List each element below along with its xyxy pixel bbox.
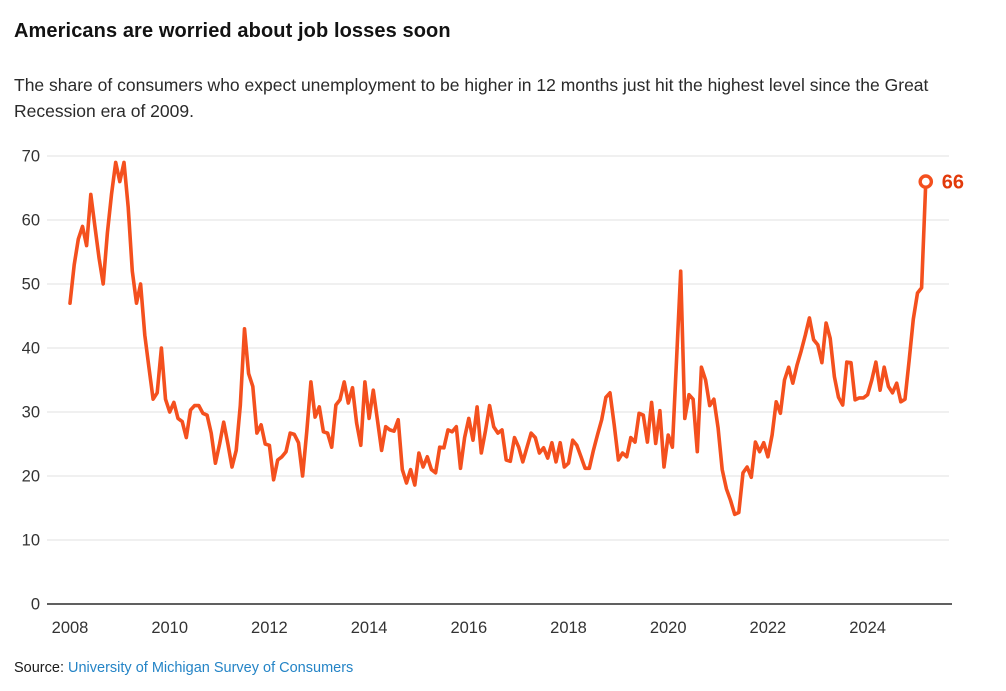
end-value-label: 66	[942, 172, 964, 194]
x-tick-label: 2012	[251, 619, 288, 637]
y-tick-label: 20	[22, 468, 40, 486]
x-tick-label: 2010	[151, 619, 188, 637]
unemployment-expectations-line-chart: 0 10 20 30 40 50 60 70 2008 2010 2012 2014 2016 2018 2…	[22, 148, 964, 638]
y-tick-label: 40	[22, 340, 40, 358]
chart-subtitle: The share of consumers who expect unempl…	[14, 75, 929, 121]
end-point-marker	[918, 174, 934, 189]
y-tick-label: 70	[22, 148, 40, 166]
x-tick-label: 2020	[650, 619, 687, 637]
x-tick-label: 2018	[550, 619, 587, 637]
source-link[interactable]: University of Michigan Survey of Consume…	[68, 660, 354, 676]
x-tick-label: 2014	[351, 619, 388, 637]
x-tick-label: 2024	[849, 619, 886, 637]
y-tick-label: 10	[22, 532, 40, 550]
y-tick-label: 60	[22, 212, 40, 230]
data-series-line	[68, 160, 928, 517]
x-tick-label: 2016	[450, 619, 487, 637]
y-tick-label: 50	[22, 276, 40, 294]
source-label: Source:	[14, 660, 64, 676]
y-tick-label: 0	[31, 596, 40, 614]
y-tick-label: 30	[22, 404, 40, 422]
x-tick-label: 2022	[750, 619, 787, 637]
source-line: Source: University of Michigan Survey of…	[14, 660, 353, 676]
x-tick-label: 2008	[52, 619, 89, 637]
chart-title: Americans are worried about job losses s…	[14, 20, 451, 42]
